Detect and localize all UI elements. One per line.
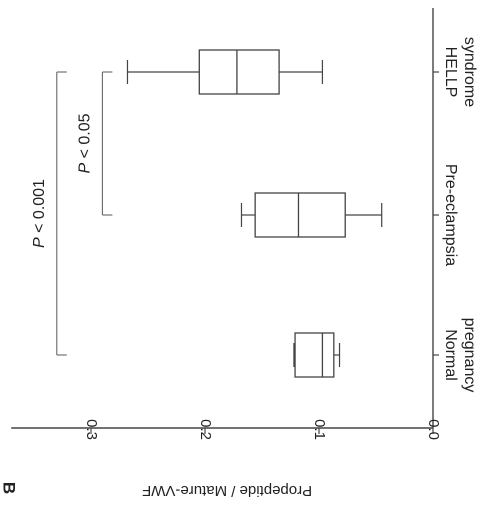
x-tick-label: pregnancy <box>461 318 478 393</box>
panel-label: B <box>0 482 19 494</box>
box <box>198 49 280 95</box>
p-value-label: P < 0.05 <box>77 113 94 173</box>
y-tick-label: 0.3 <box>83 419 100 440</box>
box-plot-2 <box>126 49 324 95</box>
box-plot-1 <box>240 192 383 238</box>
box <box>294 332 335 378</box>
significance-bracket-1: P < 0.05 <box>77 71 113 216</box>
y-tick-label: 0.2 <box>197 419 214 440</box>
x-tick-label: Pre-eclampsia <box>442 164 459 266</box>
y-axis-title: Propeptide / Mature-VWF <box>142 482 312 499</box>
x-tick-label: syndrome <box>461 37 478 107</box>
p-value-label: P < 0.001 <box>31 179 48 248</box>
x-tick-label: Normal <box>442 329 459 381</box>
y-tick-label: 0.1 <box>311 419 328 440</box>
x-tick-label: HELLP <box>442 47 459 98</box>
significance-bracket-0: P < 0.001 <box>31 71 67 356</box>
box <box>254 192 346 238</box>
box-plot-0 <box>293 332 341 378</box>
y-tick-label: 0.0 <box>425 419 442 440</box>
